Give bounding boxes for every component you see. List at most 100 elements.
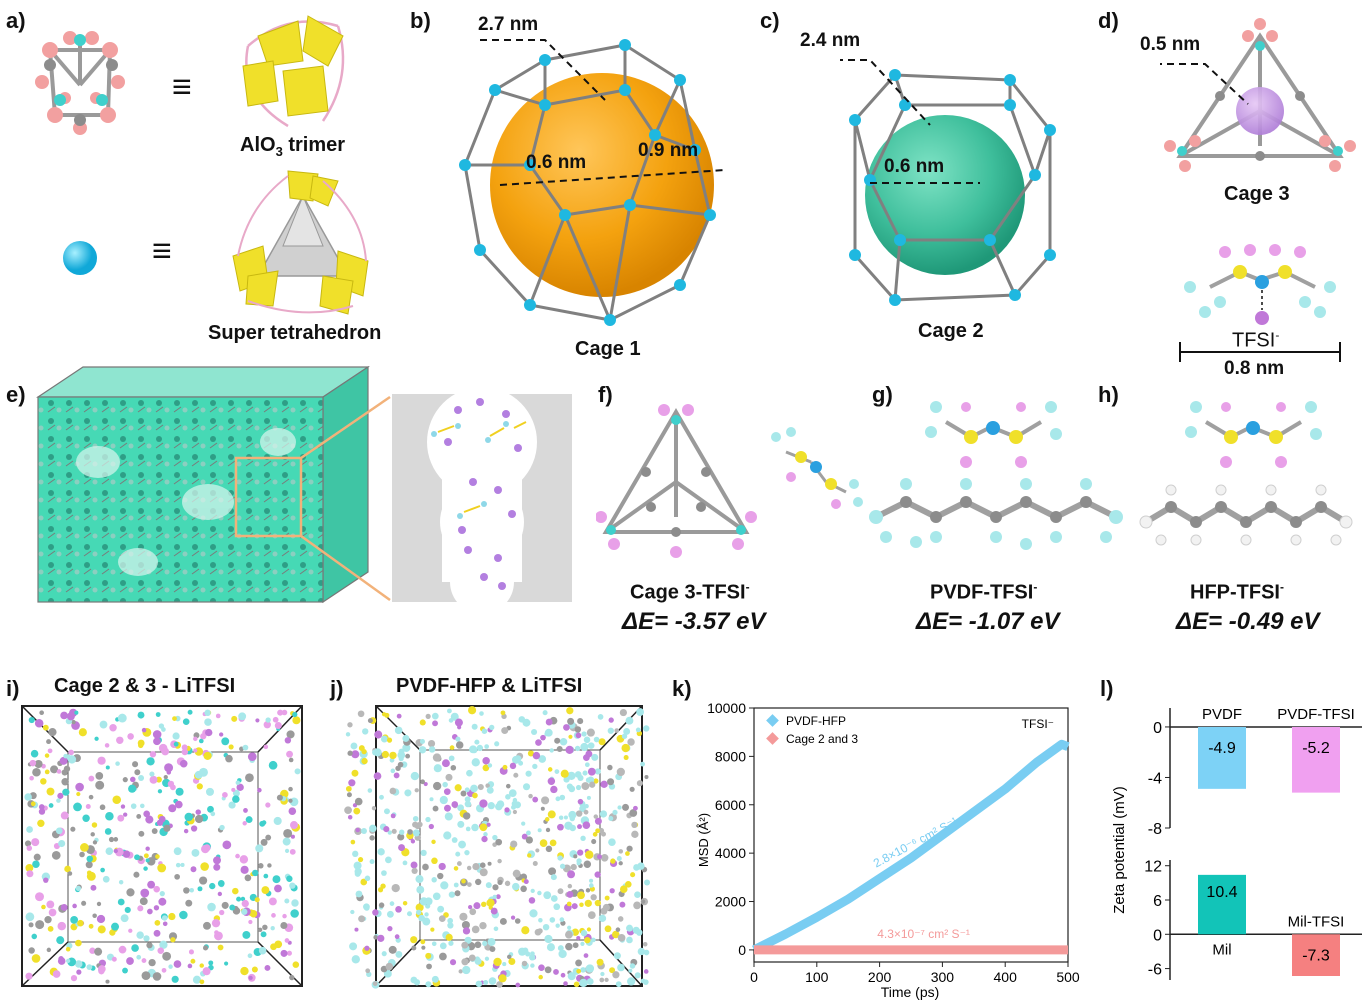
atom xyxy=(391,828,397,834)
atom xyxy=(597,854,602,860)
atom xyxy=(583,754,590,761)
cage-1-right-dimension: 0.9 nm xyxy=(638,140,699,161)
y-tick-label: 8000 xyxy=(715,748,746,764)
atom xyxy=(294,768,301,775)
atom xyxy=(43,877,49,883)
atom xyxy=(518,760,524,766)
atom xyxy=(388,945,397,954)
atom xyxy=(483,979,489,985)
atom xyxy=(485,783,490,788)
atom xyxy=(398,844,406,852)
atom xyxy=(291,899,299,907)
atom xyxy=(577,718,584,725)
atom xyxy=(497,879,503,886)
atom xyxy=(161,967,167,973)
atom xyxy=(461,878,466,884)
atom xyxy=(111,956,117,962)
hfp-tfsi-energy: ΔE= -0.49 eV xyxy=(1176,608,1320,635)
atom xyxy=(586,927,592,932)
atom xyxy=(521,821,526,826)
atom xyxy=(94,736,99,741)
atom xyxy=(47,748,53,754)
x-tick-label: 300 xyxy=(931,969,955,985)
atom xyxy=(512,809,517,815)
atom xyxy=(173,847,182,856)
atom xyxy=(429,797,434,802)
atom xyxy=(247,953,253,959)
atom xyxy=(575,732,582,739)
atom xyxy=(643,949,650,956)
atom xyxy=(196,783,203,790)
atom xyxy=(432,753,442,762)
atom xyxy=(640,761,645,767)
atom xyxy=(179,759,188,768)
atom xyxy=(25,864,34,872)
tfsi-molecule xyxy=(1184,244,1336,325)
atom xyxy=(211,919,221,928)
atom xyxy=(576,968,582,974)
atom xyxy=(76,969,82,975)
atom xyxy=(96,914,106,924)
atom xyxy=(475,878,482,886)
atom xyxy=(288,786,293,792)
atom xyxy=(556,745,563,752)
atom xyxy=(465,826,471,832)
atom xyxy=(414,788,419,793)
atom xyxy=(197,886,203,892)
panel-label-d: d) xyxy=(1098,8,1119,33)
atom xyxy=(522,718,531,727)
atom xyxy=(82,814,90,822)
atom xyxy=(511,882,520,891)
atom xyxy=(479,799,488,808)
atom xyxy=(619,708,627,717)
atom xyxy=(122,967,128,974)
panel-label-j: j) xyxy=(330,676,344,701)
atom xyxy=(270,926,275,931)
atom xyxy=(355,890,363,898)
atom xyxy=(425,952,432,959)
atom xyxy=(485,882,492,889)
atom xyxy=(553,903,561,911)
atom xyxy=(77,919,84,927)
atom xyxy=(29,775,34,781)
atom xyxy=(490,907,498,915)
atom xyxy=(385,962,394,971)
atom xyxy=(581,731,587,737)
atom xyxy=(184,812,194,822)
atom xyxy=(351,769,359,777)
atom xyxy=(508,957,516,965)
atom xyxy=(529,954,536,961)
atom xyxy=(374,730,383,739)
atom xyxy=(583,860,592,869)
atom xyxy=(487,937,496,946)
atom xyxy=(183,887,190,894)
atom xyxy=(580,967,586,973)
atom xyxy=(134,854,140,861)
atom xyxy=(115,761,120,766)
atom xyxy=(402,734,410,742)
atom xyxy=(395,765,401,772)
atom xyxy=(26,826,33,833)
atom xyxy=(217,891,222,897)
atom xyxy=(136,814,142,819)
atom xyxy=(236,783,244,792)
atom xyxy=(468,706,477,715)
atom xyxy=(203,921,211,930)
atom xyxy=(397,833,405,841)
atom xyxy=(427,739,436,748)
atom xyxy=(199,979,205,985)
atom xyxy=(479,921,487,930)
cage-3-model xyxy=(1160,18,1356,172)
super-tetrahedron-label: Super tetrahedron xyxy=(208,322,382,344)
atom xyxy=(554,737,561,744)
atom xyxy=(268,897,277,906)
atom xyxy=(629,963,636,969)
atom xyxy=(554,769,560,774)
atom xyxy=(251,966,258,973)
atom xyxy=(60,903,68,911)
atom xyxy=(257,927,263,933)
msd-plot-frame xyxy=(753,707,1069,963)
y-tick-label: -6 xyxy=(1148,962,1162,979)
atom xyxy=(455,741,464,749)
atom xyxy=(145,815,154,824)
